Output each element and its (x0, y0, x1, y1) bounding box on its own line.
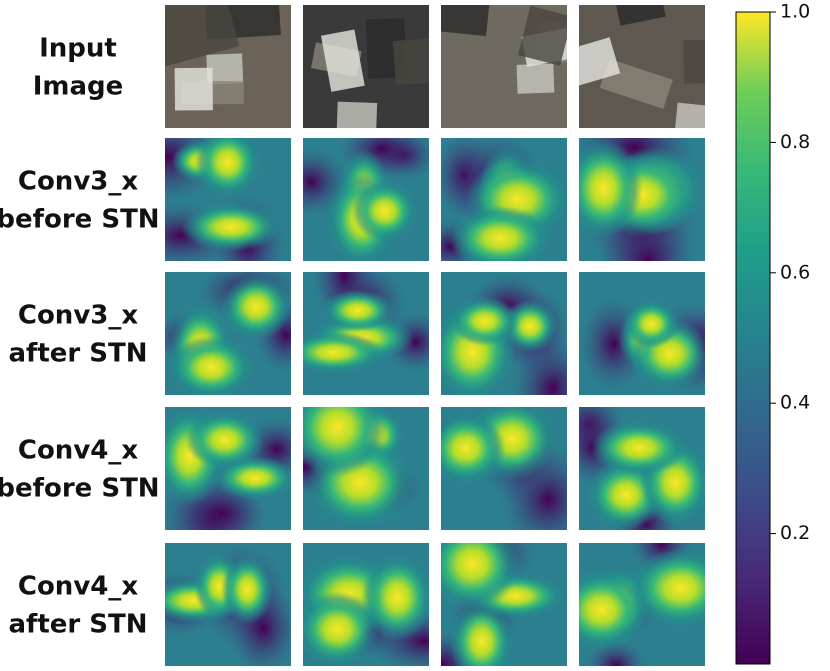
row-label: Input (39, 34, 117, 64)
tile (579, 272, 705, 395)
heat-high (180, 202, 282, 252)
row-label: Conv4_x (18, 572, 138, 602)
row-label: Conv4_x (18, 436, 138, 466)
heat-high (194, 138, 261, 197)
heatmap (303, 407, 429, 530)
photo-patch (613, 5, 666, 26)
tile (303, 543, 429, 666)
row-label: before STN (0, 474, 160, 504)
tile (579, 138, 705, 261)
heat-high (168, 335, 255, 395)
heatmap (303, 272, 429, 395)
heat-high (185, 410, 265, 470)
heatmap (579, 138, 705, 261)
input-image (165, 5, 291, 128)
input-image (303, 5, 429, 128)
tile (441, 272, 567, 395)
tick-label: 0.6 (780, 261, 810, 283)
row-label: Image (33, 72, 124, 102)
heatmap (165, 138, 291, 261)
colorbar (735, 11, 771, 665)
tile (165, 543, 291, 666)
tile (579, 543, 705, 666)
heatmap (579, 543, 705, 666)
heat-high (579, 138, 643, 239)
heat-high (321, 289, 395, 332)
heat-high (441, 543, 520, 611)
heat-high (221, 274, 291, 340)
photo-patch (320, 29, 365, 92)
row-label: Conv3_x (18, 301, 138, 331)
heatmap (579, 272, 705, 395)
tile (579, 407, 705, 530)
heatmap (165, 272, 291, 395)
tile (441, 543, 567, 666)
tile (303, 5, 429, 128)
heatmap (441, 138, 567, 261)
photo-patch (683, 38, 705, 84)
row-label: after STN (8, 339, 147, 369)
row-label: after STN (8, 610, 147, 640)
row-label: before STN (0, 205, 160, 235)
tile (303, 138, 429, 261)
tick-label: 0.4 (780, 392, 810, 414)
photo-patch (517, 5, 567, 66)
heat-high (351, 180, 418, 242)
tile (303, 272, 429, 395)
heat-high (590, 420, 688, 476)
heatmap (579, 407, 705, 530)
photo-patch (174, 67, 213, 111)
tick-label: 0.8 (780, 131, 810, 153)
heatmap (165, 407, 291, 530)
tile (165, 407, 291, 530)
input-image (579, 5, 705, 128)
photo-patch (165, 5, 240, 67)
photo-patch (579, 37, 621, 91)
input-image (441, 5, 567, 128)
heatmap (303, 138, 429, 261)
heat-high (303, 591, 380, 666)
row-label: Conv3_x (18, 167, 138, 197)
tick-label: 0.2 (780, 522, 810, 544)
tile (441, 138, 567, 261)
photo-patch (672, 102, 705, 128)
photo-patch (441, 5, 491, 37)
heat-high (448, 205, 552, 261)
tile (165, 138, 291, 261)
heatmap (441, 407, 567, 530)
photo-patch (516, 63, 555, 94)
heat-high (221, 554, 274, 625)
photo-patch (392, 38, 429, 86)
tick-label: 1.0 (780, 1, 810, 23)
heat-high (303, 331, 385, 374)
heat-high (629, 548, 705, 629)
heatmap (441, 543, 567, 666)
tile (165, 5, 291, 128)
heat-high (303, 407, 388, 478)
tile (165, 272, 291, 395)
heatmap (303, 543, 429, 666)
tile (303, 407, 429, 530)
tile (441, 5, 567, 128)
tile (441, 407, 567, 530)
heatmap (441, 272, 567, 395)
photo-patch (336, 101, 378, 128)
photo-patch (206, 53, 244, 85)
heat-high (623, 299, 680, 349)
heatmap (165, 543, 291, 666)
heat-high (441, 412, 506, 485)
heat-high (450, 296, 520, 347)
tile (579, 5, 705, 128)
